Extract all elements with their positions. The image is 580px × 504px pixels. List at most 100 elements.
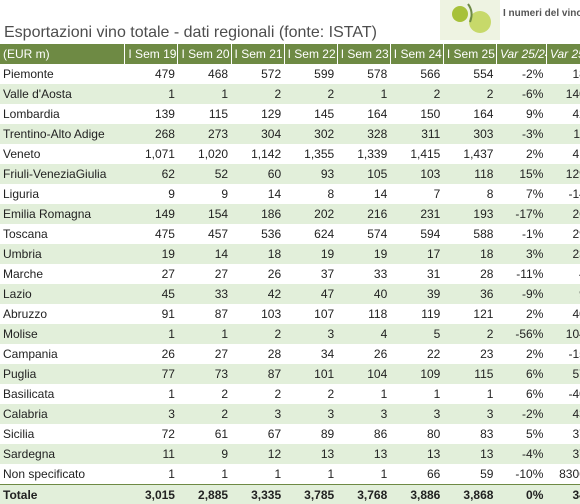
- cell: -40%: [568, 387, 580, 401]
- cell: 129: [261, 107, 282, 121]
- cell: 1: [124, 84, 178, 104]
- column-header: I Sem 22: [284, 44, 338, 64]
- cell: 89: [320, 427, 335, 441]
- region-name: Lazio: [0, 284, 125, 304]
- cell: 599: [314, 67, 335, 81]
- cell: 1: [337, 84, 391, 104]
- table-container: (EUR m) I Sem 19 I Sem 20 I Sem 21 I Sem 22 I…: [0, 44, 580, 504]
- cell: 87: [231, 364, 285, 384]
- table-row: Sicilia 72 61 67 89 86 80 83 5% 37%: [0, 424, 580, 444]
- cell: 1: [168, 387, 175, 401]
- cell: 1,415: [410, 147, 441, 161]
- region-name: Friuli-VeneziaGiulia: [0, 164, 125, 184]
- total-label: Totale: [0, 484, 125, 504]
- total-cell: 3,335: [231, 484, 285, 504]
- cell: 45: [124, 284, 178, 304]
- region-name: Umbria: [0, 244, 125, 264]
- cell: 3%: [496, 244, 547, 264]
- cell: 2%: [526, 307, 544, 321]
- total-cell: 3,785: [284, 484, 338, 504]
- cell: 41%: [572, 147, 580, 161]
- total-cell: 3,868: [443, 484, 497, 504]
- cell: 468: [208, 67, 229, 81]
- region-name: Abruzzo: [3, 307, 48, 321]
- cell: 231: [390, 204, 444, 224]
- cell: 9%: [546, 284, 580, 304]
- cell: 107: [314, 307, 335, 321]
- total-cell: 34%: [546, 484, 580, 504]
- cell: 26%: [546, 204, 580, 224]
- cell: 91: [161, 307, 175, 321]
- cell: 273: [177, 124, 232, 144]
- cell: 121: [473, 307, 494, 321]
- cell: 18: [443, 244, 497, 264]
- cell: 6%: [526, 387, 544, 401]
- column-header: Var 25/20: [546, 44, 580, 64]
- cell: 8306%: [559, 467, 580, 481]
- cell: -6%: [496, 84, 547, 104]
- cell: 3: [284, 324, 338, 344]
- cell: 164: [367, 107, 388, 121]
- region-name: Calabria: [0, 404, 125, 424]
- cell: 3: [443, 404, 497, 424]
- cell: 536: [261, 227, 282, 241]
- region-name: Marche: [3, 267, 44, 281]
- cell: 1: [380, 467, 388, 481]
- cell: 2%: [526, 147, 544, 161]
- region-name: Veneto: [3, 147, 41, 161]
- cell: 34: [320, 347, 335, 361]
- cell: 26: [267, 267, 282, 281]
- cell: 14: [177, 244, 232, 264]
- cell: 479: [154, 67, 175, 81]
- region-name: Emilia Romagna: [0, 204, 125, 224]
- cell: 103: [390, 164, 444, 184]
- table-row: Non specificato 1 1 1 1 1 66 59 -10% 8306%: [0, 464, 580, 485]
- cell: 164: [473, 107, 494, 121]
- cell: 5%: [526, 427, 544, 441]
- cell: 1,437: [463, 147, 494, 161]
- cell: 42: [231, 284, 285, 304]
- cell: 17: [390, 244, 444, 264]
- table-row: Emilia Romagna 149 154 186 202 216 231 193 -17% 2…: [0, 204, 580, 224]
- table-row: Liguria 9 9 14 8 14 7 8 7% -14%: [0, 184, 580, 204]
- cell: 129%: [546, 164, 580, 184]
- cell: 23%: [546, 244, 580, 264]
- cell: 115: [443, 364, 497, 384]
- cell: -17%: [496, 204, 547, 224]
- cell: 145: [314, 107, 335, 121]
- cell: 574: [367, 227, 388, 241]
- cell: 37%: [572, 427, 580, 441]
- total-cell: 3,015: [124, 484, 178, 504]
- cell: 66: [427, 467, 441, 481]
- region-name: Piemonte: [3, 67, 54, 81]
- cell: 624: [314, 227, 335, 241]
- region-name: Molise: [0, 324, 125, 344]
- cell: 13: [443, 444, 497, 464]
- cell: 302: [284, 124, 338, 144]
- region-name: Non specificato: [3, 467, 86, 481]
- cell: -1%: [522, 227, 544, 241]
- table-row: Abruzzo 91 87 103 107 118 119 121 2% 40%: [0, 304, 580, 324]
- cell: 28: [267, 347, 282, 361]
- column-header: I Sem 20: [177, 44, 232, 64]
- cell: 1: [274, 467, 282, 481]
- cell: 594: [420, 227, 441, 241]
- cell: 9: [221, 187, 229, 201]
- cell: 37%: [546, 444, 580, 464]
- cell: 1,142: [251, 147, 282, 161]
- cell: 8: [486, 187, 494, 201]
- region-name: Basilicata: [3, 387, 55, 401]
- cell: 2: [274, 387, 282, 401]
- region-name: Campania: [3, 347, 58, 361]
- cell: 73: [177, 364, 232, 384]
- cell: 47: [284, 284, 338, 304]
- cell: 2: [327, 387, 335, 401]
- cell: 139: [154, 107, 175, 121]
- logo-graphic: [440, 0, 500, 40]
- cell: 19: [337, 244, 391, 264]
- cell: 2%: [526, 347, 544, 361]
- cell: 2: [284, 84, 338, 104]
